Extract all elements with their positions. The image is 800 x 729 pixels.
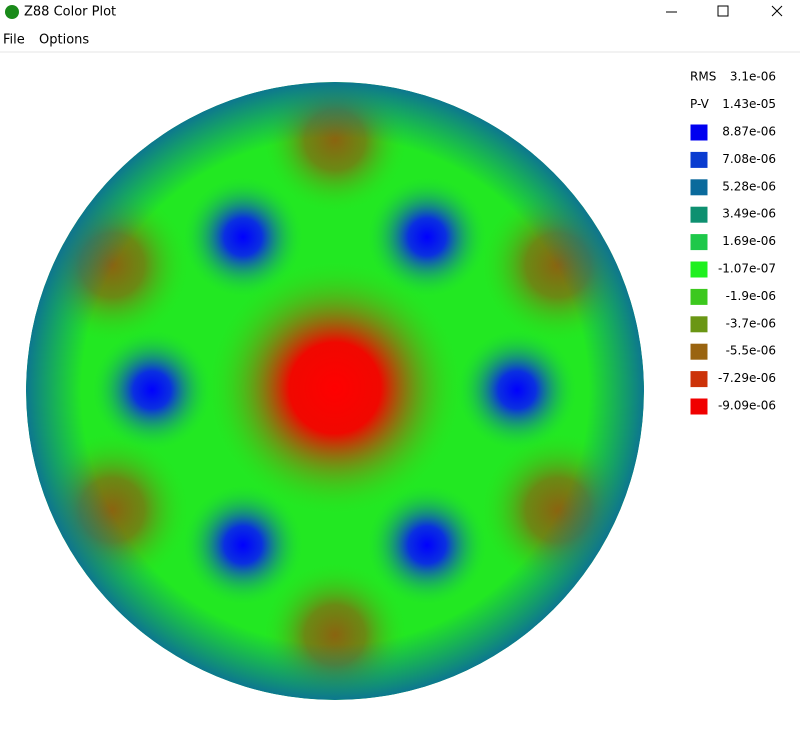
- legend-swatch: [689, 370, 709, 389]
- legend-swatch: [689, 315, 709, 334]
- legend-swatch: [689, 123, 709, 142]
- legend-swatch: [689, 178, 709, 197]
- legend-label: -1.07e-07: [718, 262, 776, 276]
- legend-label: -7.29e-06: [718, 371, 776, 385]
- close-button[interactable]: [771, 5, 783, 17]
- app-icon: [5, 5, 19, 19]
- legend-label: 5.28e-06: [722, 179, 776, 193]
- legend-label: 1.69e-06: [722, 234, 776, 248]
- legend-swatch: [689, 397, 709, 416]
- menu-item[interactable]: Options: [39, 33, 89, 48]
- legend-swatch: [689, 150, 709, 169]
- legend-swatch: [689, 260, 709, 279]
- menu-item[interactable]: File: [3, 33, 25, 48]
- legend: RMS 3.1e-06 P-V 1.43e-05 8.87e-06 7.08e-06 5.2…: [689, 70, 776, 416]
- color-plot: [26, 82, 644, 700]
- stat-label: P-V: [690, 97, 710, 111]
- legend-swatch: [689, 287, 709, 306]
- maximize-button[interactable]: [717, 5, 729, 17]
- legend-label: -5.5e-06: [726, 344, 776, 358]
- legend-label: 3.49e-06: [722, 207, 776, 221]
- stat-value: 1.43e-05: [722, 97, 776, 111]
- legend-label: 7.08e-06: [722, 152, 776, 166]
- legend-swatch: [689, 233, 709, 252]
- window-title: Z88 Color Plot: [24, 5, 116, 20]
- legend-swatch: [689, 205, 709, 224]
- legend-label: -3.7e-06: [726, 316, 776, 330]
- legend-label: -1.9e-06: [726, 289, 776, 303]
- stat-value: 3.1e-06: [730, 70, 776, 84]
- legend-label: -9.09e-06: [718, 399, 776, 413]
- legend-swatch: [689, 342, 709, 361]
- legend-label: 8.87e-06: [722, 125, 776, 139]
- stat-label: RMS: [690, 70, 716, 84]
- title-bar: [0, 0, 800, 28]
